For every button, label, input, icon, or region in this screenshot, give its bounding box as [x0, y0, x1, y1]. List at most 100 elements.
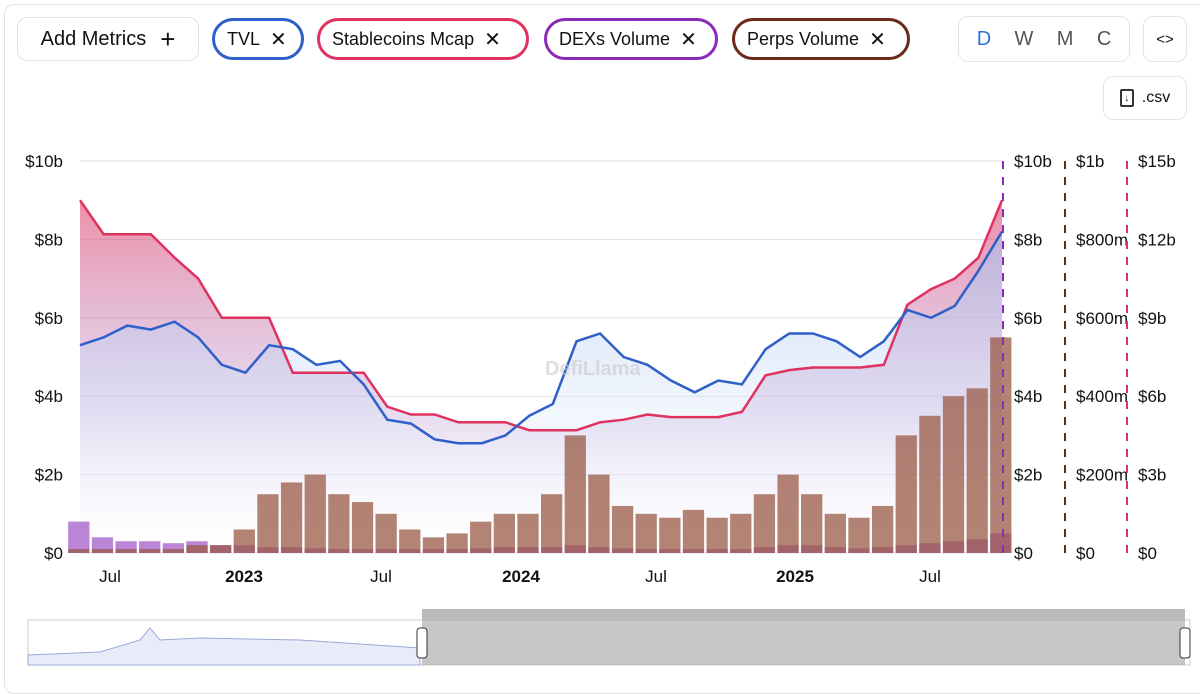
metric-pill-tvl[interactable]: TVL ✕ [212, 18, 304, 60]
perps-volume-bar [280, 482, 303, 553]
add-metrics-label: Add Metrics [40, 27, 147, 50]
perps-volume-bar [233, 529, 255, 553]
y-tick-right: $600m [1076, 309, 1128, 328]
metric-pill-stablecoins-mcap[interactable]: Stablecoins Mcap ✕ [317, 18, 529, 60]
tvl-area [80, 231, 1002, 553]
chart-canvas: $0 $0 $0 $0 $2b $2b $200m $3b $4b $4b $400m $6b $6b $… [25, 152, 1191, 666]
close-icon[interactable]: ✕ [869, 28, 886, 51]
y-tick-right: $6b [1138, 387, 1166, 406]
perps-volume-bar [848, 517, 870, 553]
download-file-icon: ↓ [1119, 89, 1134, 107]
x-tick: Jul [370, 567, 392, 586]
add-metrics-button[interactable]: Add Metrics + [17, 17, 199, 61]
perps-volume-bar [753, 494, 776, 553]
embed-button[interactable]: <> [1143, 16, 1187, 62]
dex-volume-bar [68, 521, 90, 553]
csv-label: .csv [1141, 89, 1171, 106]
x-tick: Jul [919, 567, 941, 586]
perps-volume-bar [919, 415, 941, 553]
granularity-selector: D W M C [958, 16, 1130, 62]
perps-volume-bar [470, 521, 492, 553]
y-tick-right: $0 [1138, 544, 1157, 563]
perps-volume-bar [446, 533, 468, 553]
granularity-cumulative[interactable]: C [1096, 27, 1112, 50]
metric-pill-perps-volume[interactable]: Perps Volume ✕ [732, 18, 910, 60]
close-icon[interactable]: ✕ [484, 28, 501, 51]
stablecoins-line [78, 199, 1004, 432]
dex-volume-bar [115, 541, 137, 553]
granularity-month[interactable]: M [1056, 27, 1074, 50]
y-tick-right: $400m [1076, 387, 1128, 406]
x-tick: 2023 [225, 567, 263, 586]
perps-volume-bar [895, 435, 917, 553]
perps-volume-bar [541, 494, 563, 553]
perps-volume-bar [635, 513, 657, 553]
perps-volume-bar [942, 396, 965, 553]
y-tick-right: $6b [1014, 309, 1042, 328]
perps-volume-bar [399, 529, 421, 553]
y-tick-right: $800m [1076, 230, 1128, 249]
perps-volume-bar [139, 549, 161, 553]
perps-volume-bar [659, 517, 681, 553]
minimap-selection[interactable] [422, 620, 1185, 665]
perps-volume-bar [966, 388, 988, 553]
plus-icon: + [160, 23, 176, 54]
perps-volume-bar [517, 513, 539, 553]
y-tick-right: $2b [1014, 466, 1042, 485]
x-tick: Jul [99, 567, 121, 586]
minimap-drag-bar[interactable] [422, 609, 1185, 620]
dex-volume-bar [162, 543, 185, 553]
perps-volume-bar [162, 549, 185, 553]
close-icon[interactable]: ✕ [680, 28, 697, 51]
y-tick-left: $2b [35, 466, 63, 485]
y-tick-right: $4b [1014, 387, 1042, 406]
y-tick-right: $9b [1138, 309, 1166, 328]
perps-volume-bar [824, 513, 846, 553]
x-tick: 2025 [776, 567, 814, 586]
perps-volume-bar [730, 513, 752, 553]
perps-volume-bar [68, 549, 90, 553]
range-minimap[interactable] [27, 609, 1191, 666]
y-tick-left: $6b [35, 309, 63, 328]
perps-volume-bar [375, 513, 397, 553]
y-tick-right: $8b [1014, 230, 1042, 249]
perps-volume-bar [328, 494, 350, 553]
minimap-handle-left[interactable] [416, 627, 428, 659]
y-tick-right: $1b [1076, 152, 1104, 171]
tvl-line [79, 230, 1004, 445]
y-tick-right: $12b [1138, 230, 1176, 249]
dex-volume-bar [139, 541, 161, 553]
perps-volume-bar [257, 494, 279, 553]
x-tick: Jul [645, 567, 667, 586]
x-tick: 2024 [502, 567, 540, 586]
close-icon[interactable]: ✕ [270, 28, 287, 51]
y-tick-right: $3b [1138, 466, 1166, 485]
perps-volume-bar [210, 545, 232, 553]
perps-volume-bar [186, 545, 208, 553]
perps-volume-bar [115, 549, 137, 553]
perps-volume-bar [588, 474, 610, 553]
perps-volume-bar [682, 509, 705, 553]
perps-volume-bar [351, 502, 374, 553]
metric-label: TVL [227, 28, 261, 49]
granularity-week[interactable]: W [1014, 27, 1034, 50]
perps-volume-bar [706, 517, 728, 553]
granularity-day[interactable]: D [976, 27, 992, 50]
perps-volume-bar [493, 513, 515, 553]
perps-volume-bar [611, 505, 634, 553]
y-tick-right: $200m [1076, 466, 1128, 485]
download-csv-button[interactable]: ↓ .csv [1103, 76, 1187, 120]
y-tick-left: $0 [44, 544, 63, 563]
perps-volume-bar [990, 337, 1012, 553]
metric-label: Perps Volume [747, 28, 860, 49]
y-tick-right: $15b [1138, 152, 1176, 171]
metric-label: DEXs Volume [559, 28, 671, 49]
minimap-handle-right[interactable] [1179, 627, 1191, 659]
y-tick-left: $10b [25, 152, 63, 171]
perps-volume-bar [304, 474, 326, 553]
watermark: DefiLlama [545, 358, 641, 380]
y-tick-right: $10b [1014, 152, 1052, 171]
perps-volume-bar [422, 537, 445, 553]
metric-pill-dexs-volume[interactable]: DEXs Volume ✕ [544, 18, 718, 60]
y-tick-left: $4b [35, 387, 63, 406]
